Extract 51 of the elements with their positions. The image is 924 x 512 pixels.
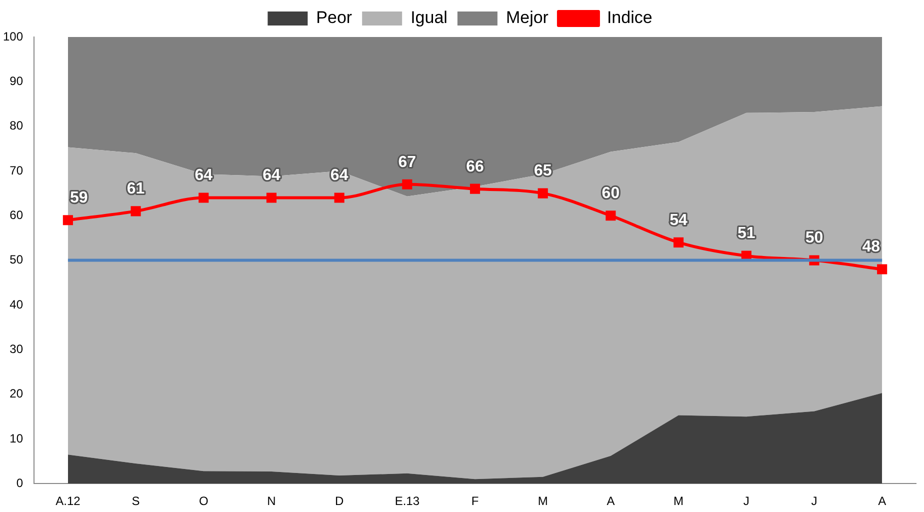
data-label: 64	[194, 167, 213, 184]
x-tick-label: A	[606, 494, 615, 508]
data-label: 51	[737, 225, 756, 242]
data-label: 64	[330, 167, 348, 184]
y-tick-label: 80	[10, 118, 24, 133]
data-label: 66	[466, 158, 484, 176]
data-label: 59	[70, 190, 88, 207]
x-tick-label: S	[132, 494, 140, 508]
y-tick-label: 60	[10, 208, 24, 222]
point	[402, 179, 412, 190]
x-tick-label: J	[743, 494, 750, 508]
legend-label: Igual	[410, 8, 448, 28]
point	[130, 206, 141, 216]
point	[538, 188, 548, 198]
data-label: 61	[126, 180, 145, 198]
y-tick-label: 90	[10, 74, 24, 88]
x-tick-label: M	[674, 494, 684, 508]
x-tick-label: A.12	[56, 494, 81, 508]
data-label: 65	[534, 162, 552, 180]
data-label: 60	[602, 185, 620, 202]
y-tick-label: 40	[10, 297, 24, 312]
y-tick-label: 30	[10, 342, 24, 356]
data-label: 50	[805, 230, 824, 247]
point	[334, 192, 344, 203]
legend-label: Indice	[606, 8, 652, 28]
x-tick-label: A	[878, 494, 886, 508]
point	[674, 237, 684, 248]
y-tick-label: 20	[10, 386, 24, 401]
data-label: 64	[262, 167, 280, 184]
point	[62, 215, 73, 226]
x-tick-label: D	[334, 494, 344, 508]
x-tick-label: F	[471, 494, 479, 508]
data-label: 48	[862, 238, 880, 256]
y-tick-label: 10	[10, 431, 24, 446]
y-tick-label: 0	[16, 476, 24, 490]
x-tick-label: M	[538, 494, 548, 508]
point	[198, 192, 209, 203]
x-tick-label: J	[811, 494, 818, 508]
y-tick-label: 50	[10, 252, 24, 267]
point	[877, 264, 888, 274]
x-tick-label: N	[267, 494, 276, 508]
legend-label: Mejor	[506, 8, 549, 28]
point	[266, 192, 277, 203]
point	[606, 210, 616, 221]
y-tick-label: 100	[2, 29, 24, 44]
point	[470, 184, 480, 194]
x-tick-label: O	[198, 494, 208, 508]
legend-label: Peor	[316, 8, 352, 28]
data-label: 67	[398, 154, 416, 171]
y-tick-label: 70	[10, 163, 24, 178]
x-tick-label: E.13	[394, 494, 420, 508]
